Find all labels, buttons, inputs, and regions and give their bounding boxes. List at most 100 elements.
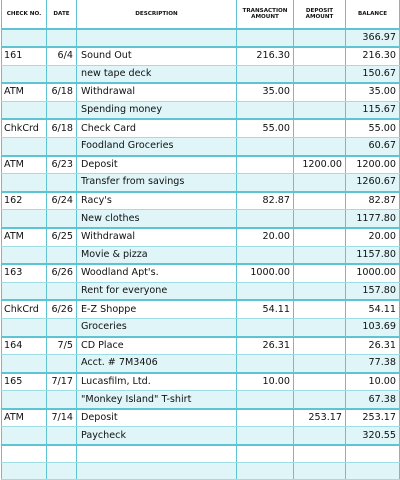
blank-cell bbox=[1, 318, 47, 338]
entry-date: 6/4 bbox=[46, 45, 77, 66]
blank-cell bbox=[1, 246, 47, 265]
transaction-amount: 20.00 bbox=[236, 226, 294, 247]
blank-cell bbox=[293, 173, 346, 193]
blank-cell bbox=[1, 462, 47, 480]
entry-amount-carry: 1200.00 bbox=[345, 154, 400, 175]
running-balance: 115.67 bbox=[345, 101, 400, 120]
entry-description: Lucasfilm, Ltd. bbox=[76, 371, 237, 392]
running-balance: 67.38 bbox=[345, 390, 400, 410]
entry-date: 6/23 bbox=[46, 154, 77, 175]
blank-cell bbox=[46, 209, 77, 229]
check-number: ATM bbox=[1, 154, 47, 175]
blank-cell bbox=[46, 426, 77, 446]
entry-note: Acct. # 7M3406 bbox=[76, 354, 237, 374]
header-date: DATE bbox=[46, 0, 77, 30]
deposit-amount bbox=[293, 118, 346, 138]
blank-cell bbox=[46, 462, 77, 480]
entry-row: 162 6/24 Racy's 82.87 82.87 bbox=[1, 190, 400, 211]
deposit-amount bbox=[293, 45, 346, 66]
opening-balance-row: 366.97 bbox=[1, 29, 400, 48]
entry-note-row: Movie & pizza 1157.80 bbox=[1, 246, 400, 265]
blank-cell bbox=[1, 444, 47, 464]
entry-row: ChkCrd 6/26 E-Z Shoppe 54.11 54.11 bbox=[1, 299, 400, 319]
transaction-amount: 26.31 bbox=[236, 335, 294, 356]
check-number: ChkCrd bbox=[1, 118, 47, 138]
entry-note-row: New clothes 1177.80 bbox=[1, 209, 400, 229]
entry-row: ChkCrd 6/18 Check Card 55.00 55.00 bbox=[1, 118, 400, 138]
blank-cell bbox=[236, 137, 294, 157]
entry-note: "Monkey Island" T-shirt bbox=[76, 390, 237, 410]
header-deposit-amount: DEPOSIT AMOUNT bbox=[293, 0, 346, 30]
blank-cell bbox=[1, 137, 47, 157]
running-balance: 150.67 bbox=[345, 65, 400, 84]
blank-cell bbox=[76, 29, 237, 48]
entry-note-row: Transfer from savings 1260.67 bbox=[1, 173, 400, 193]
entry-date: 6/18 bbox=[46, 82, 77, 102]
deposit-amount bbox=[293, 263, 346, 283]
blank-cell bbox=[293, 29, 346, 48]
blank-cell bbox=[1, 29, 47, 48]
entry-description: Check Card bbox=[76, 118, 237, 138]
entry-note: new tape deck bbox=[76, 65, 237, 84]
blank-cell bbox=[236, 29, 294, 48]
blank-cell bbox=[1, 390, 47, 410]
entry-note-row: Foodland Groceries 60.67 bbox=[1, 137, 400, 157]
entry-description: Racy's bbox=[76, 190, 237, 211]
blank-cell bbox=[236, 246, 294, 265]
running-balance: 157.80 bbox=[345, 282, 400, 301]
entry-amount-carry: 253.17 bbox=[345, 407, 400, 428]
running-balance: 1177.80 bbox=[345, 209, 400, 229]
blank-cell bbox=[46, 390, 77, 410]
header-check-no: CHECK NO. bbox=[1, 0, 47, 30]
empty-row bbox=[1, 462, 400, 480]
check-number: 163 bbox=[1, 263, 47, 283]
deposit-amount bbox=[293, 299, 346, 319]
entry-description: Sound Out bbox=[76, 45, 237, 66]
blank-cell bbox=[293, 137, 346, 157]
blank-cell bbox=[236, 426, 294, 446]
blank-cell bbox=[236, 101, 294, 120]
entry-date: 7/14 bbox=[46, 407, 77, 428]
entry-amount-carry: 216.30 bbox=[345, 45, 400, 66]
entry-date: 6/25 bbox=[46, 226, 77, 247]
blank-cell bbox=[293, 354, 346, 374]
entry-note: Groceries bbox=[76, 318, 237, 338]
entry-date: 7/17 bbox=[46, 371, 77, 392]
header-row: CHECK NO. DATE DESCRIPTION TRANSACTION A… bbox=[1, 0, 400, 30]
blank-cell bbox=[76, 462, 237, 480]
entry-amount-carry: 55.00 bbox=[345, 118, 400, 138]
header-description: DESCRIPTION bbox=[76, 0, 237, 30]
blank-cell bbox=[293, 246, 346, 265]
entry-row: 161 6/4 Sound Out 216.30 216.30 bbox=[1, 45, 400, 66]
header-balance: BALANCE bbox=[345, 0, 400, 30]
entry-description: Deposit bbox=[76, 154, 237, 175]
entry-amount-carry: 1000.00 bbox=[345, 263, 400, 283]
running-balance: 60.67 bbox=[345, 137, 400, 157]
check-number: 161 bbox=[1, 45, 47, 66]
blank-cell bbox=[46, 354, 77, 374]
running-balance: 1260.67 bbox=[345, 173, 400, 193]
transaction-amount: 1000.00 bbox=[236, 263, 294, 283]
deposit-amount: 1200.00 bbox=[293, 154, 346, 175]
entry-amount-carry: 82.87 bbox=[345, 190, 400, 211]
deposit-amount bbox=[293, 371, 346, 392]
blank-cell bbox=[236, 462, 294, 480]
entry-description: Withdrawal bbox=[76, 226, 237, 247]
entry-row: 165 7/17 Lucasfilm, Ltd. 10.00 10.00 bbox=[1, 371, 400, 392]
blank-cell bbox=[293, 65, 346, 84]
entry-note-row: Paycheck 320.55 bbox=[1, 426, 400, 446]
blank-cell bbox=[236, 282, 294, 301]
entry-note: Spending money bbox=[76, 101, 237, 120]
running-balance: 1157.80 bbox=[345, 246, 400, 265]
deposit-amount bbox=[293, 190, 346, 211]
check-number: ATM bbox=[1, 82, 47, 102]
entry-description: CD Place bbox=[76, 335, 237, 356]
entry-note-row: "Monkey Island" T-shirt 67.38 bbox=[1, 390, 400, 410]
entry-note-row: new tape deck 150.67 bbox=[1, 65, 400, 84]
blank-cell bbox=[46, 246, 77, 265]
transaction-amount: 54.11 bbox=[236, 299, 294, 319]
transaction-amount: 35.00 bbox=[236, 82, 294, 102]
blank-cell bbox=[293, 318, 346, 338]
